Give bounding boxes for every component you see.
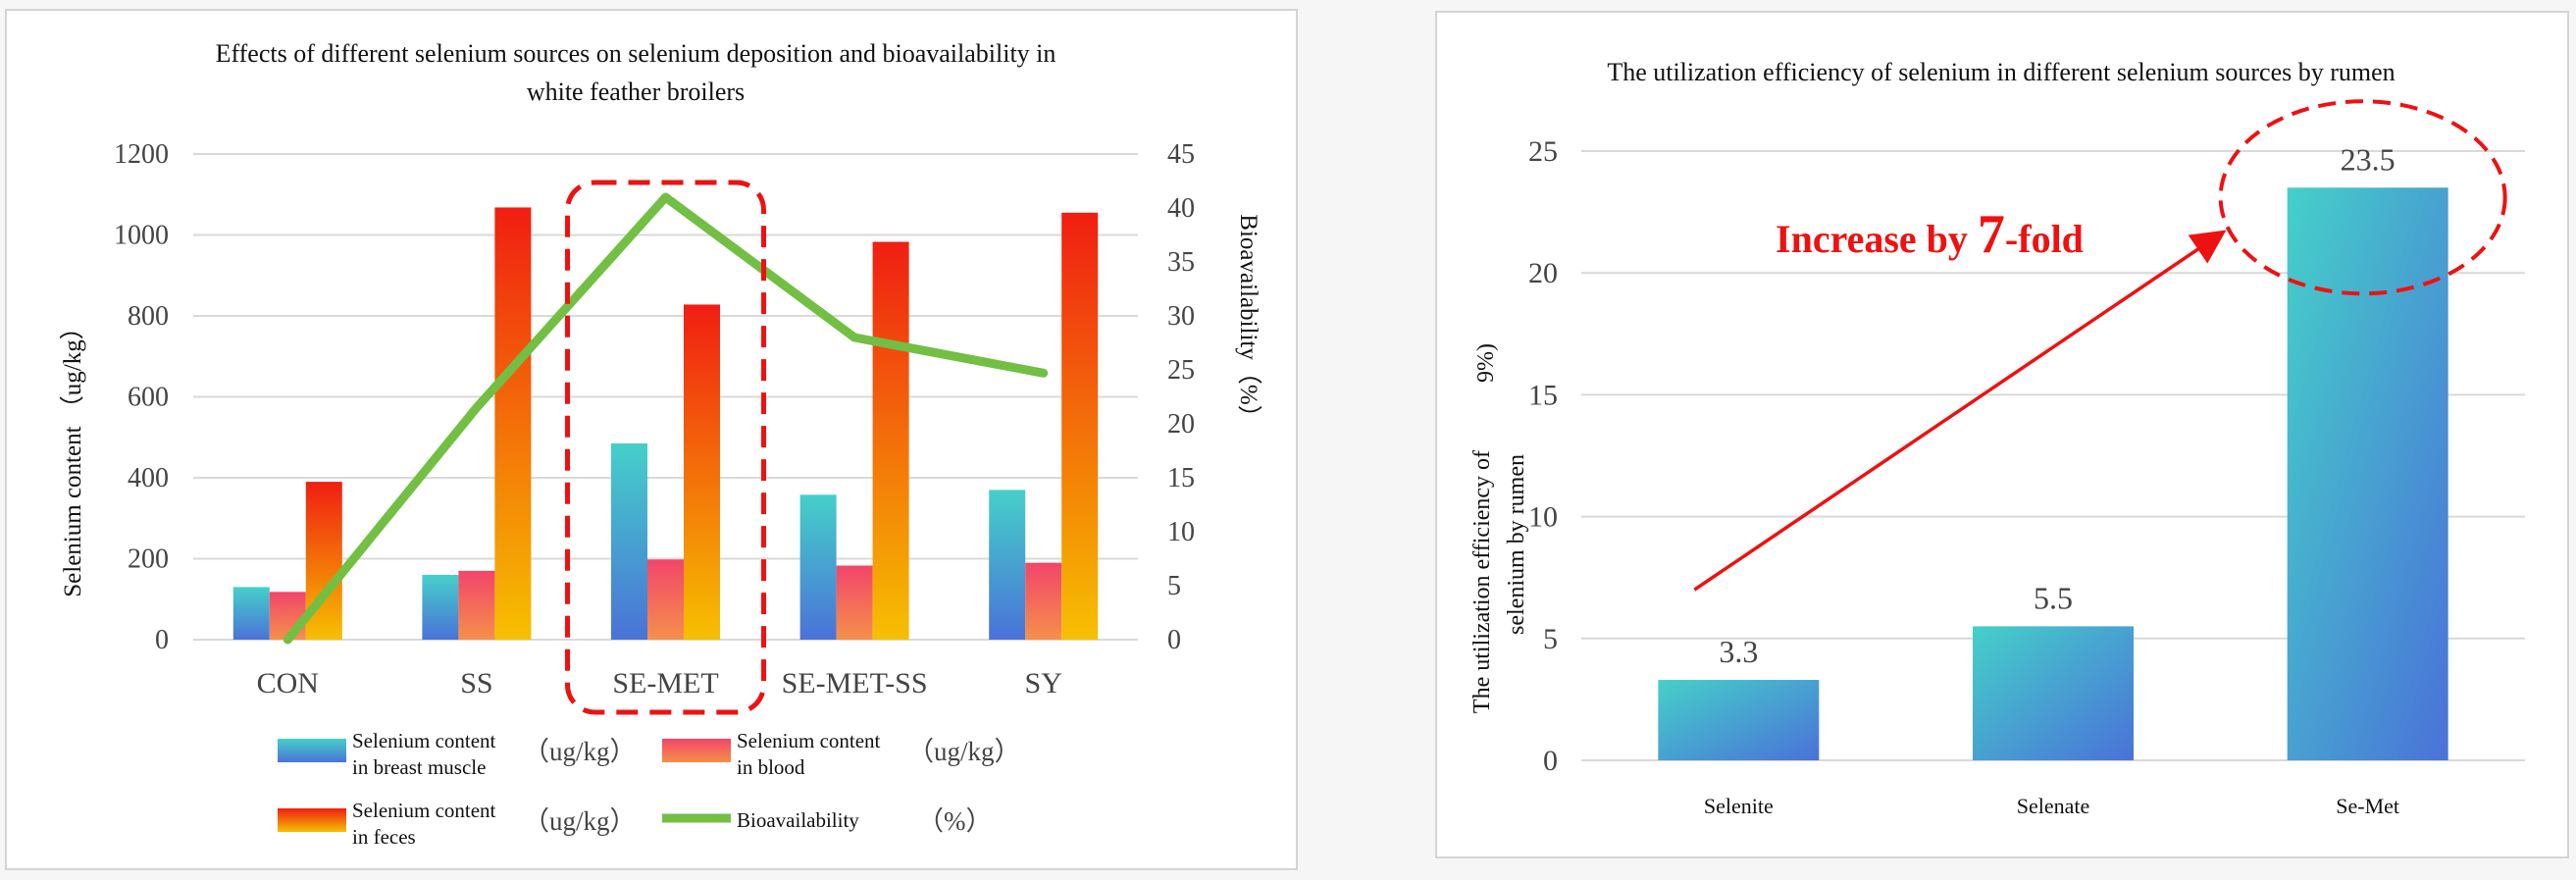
chart-2-x-tick: Se-Met [2336, 794, 2399, 818]
chart-2-bar [2288, 187, 2448, 760]
chart-1-y2-tick: 10 [1167, 517, 1195, 547]
chart-panel-rumen-utilization: The utilization efficiency of selenium i… [1436, 12, 2568, 857]
chart-panel-selenium-deposition: Effects of different selenium sources on… [6, 10, 1297, 869]
chart-1-x-tick: CON [257, 667, 319, 699]
chart-1-bar [270, 592, 306, 640]
chart-1-y2-tick: 5 [1167, 571, 1181, 601]
chart-1-x-tick: SE-MET-SS [782, 667, 928, 699]
chart-2-y-label-line: selenium by rumen [1504, 454, 1529, 635]
legend-label: Selenium content [352, 799, 496, 822]
chart-1-y-tick: 1000 [114, 221, 169, 251]
annotation-prefix: Increase by [1776, 217, 1978, 261]
legend-unit: （%） [917, 806, 993, 836]
chart-1-y2-tick: 25 [1167, 355, 1195, 386]
chart-2-bar [1973, 626, 2134, 760]
legend-swatch [278, 739, 346, 762]
legend-unit: （ug/kg） [907, 737, 1021, 766]
chart-2-data-label: 5.5 [2034, 580, 2073, 615]
legend-label: in breast muscle [352, 755, 486, 779]
chart-1-right-axis-label: Bioavailability（%） [1235, 214, 1262, 429]
legend-label: in feces [352, 825, 416, 849]
legend-label: Selenium content [352, 729, 496, 752]
legend-unit: （ug/kg） [523, 806, 637, 836]
chart-1-bar [494, 207, 531, 640]
annotation-number: 7 [1978, 204, 2005, 265]
chart-2-data-label: 3.3 [1719, 634, 1758, 669]
legend-swatch [662, 739, 731, 762]
chart-2-x-tick: Selenite [1704, 794, 1774, 818]
chart-1-y-tick: 0 [155, 625, 169, 655]
chart-1-bar [458, 571, 494, 640]
chart-1-title-line-1: Effects of different selenium sources on… [216, 39, 1056, 68]
chart-1-y-tick: 400 [128, 463, 169, 493]
chart-1-bar [1061, 213, 1098, 640]
chart-1-y2-tick: 45 [1167, 139, 1195, 170]
chart-2-y-tick: 10 [1528, 501, 1558, 534]
legend-label: in blood [737, 755, 805, 779]
chart-1-bar [837, 566, 873, 640]
chart-2-y-label-line: 9%) [1473, 343, 1499, 383]
chart-1-y-tick: 600 [128, 383, 169, 413]
chart-2-data-label: 23.5 [2341, 141, 2396, 177]
chart-2-y-label-line: The utilization efficiency of [1469, 450, 1495, 713]
chart-1-y-tick: 1200 [114, 139, 169, 170]
legend-unit: （ug/kg） [523, 737, 637, 766]
chart-2-y-tick: 0 [1543, 745, 1558, 777]
chart-1-bar [233, 587, 270, 640]
legend-swatch [278, 808, 346, 832]
chart-1-y2-tick: 35 [1167, 247, 1195, 278]
chart-1-y2-tick: 30 [1167, 301, 1195, 332]
panel-1-frame [6, 10, 1297, 869]
chart-1-bar [684, 304, 720, 640]
legend-label: Selenium content [737, 729, 881, 752]
chart-2-bar [1658, 680, 1819, 760]
chart-2-title: The utilization efficiency of selenium i… [1607, 58, 2395, 86]
chart-1-bar [873, 242, 909, 640]
chart-2-y-tick: 15 [1528, 379, 1558, 411]
chart-2-y-tick: 5 [1543, 623, 1558, 655]
chart-1-bar [800, 494, 837, 640]
chart-2-x-tick: Selenate [2017, 794, 2090, 818]
chart-1-y2-tick: 0 [1167, 625, 1181, 655]
chart-1-y2-tick: 40 [1167, 193, 1195, 224]
legend-label: Bioavailability [737, 808, 859, 832]
chart-1-title-line-2: white feather broilers [527, 78, 745, 106]
chart-1-x-tick: SS [460, 667, 492, 699]
chart-1-bar [611, 443, 647, 640]
chart-1-bar [647, 559, 684, 640]
chart-2-y-tick: 20 [1528, 257, 1558, 289]
chart-1-x-tick: SE-MET [612, 667, 718, 699]
chart-1-y-tick: 200 [128, 544, 169, 575]
chart-1-y-axis-label: Selenium content （ug/kg） [59, 315, 86, 596]
chart-1-y-tick: 800 [128, 301, 169, 332]
annotation-suffix: -fold [2005, 217, 2084, 261]
chart-1-bar [989, 490, 1025, 640]
chart-1-bar [422, 575, 458, 640]
chart-1-bar [1025, 563, 1061, 640]
chart-1-x-tick: SY [1025, 667, 1062, 699]
chart-1-y2-tick: 15 [1167, 463, 1195, 493]
chart-1-y2-tick: 20 [1167, 409, 1195, 440]
chart-2-y-tick: 25 [1528, 135, 1558, 168]
